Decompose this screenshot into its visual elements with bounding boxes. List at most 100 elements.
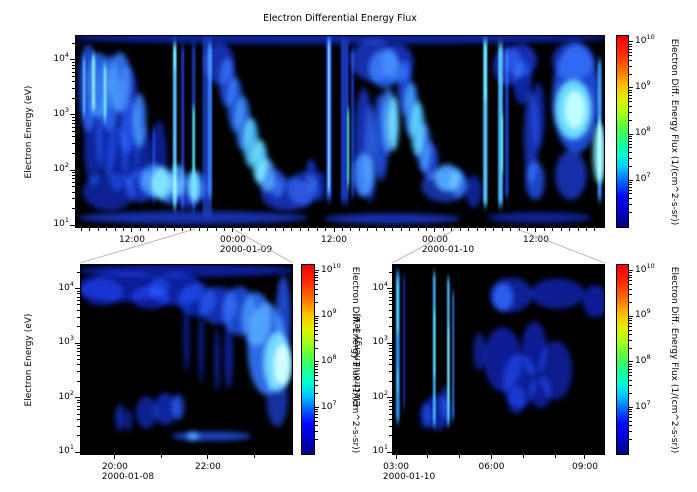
y-minor-tick xyxy=(77,290,80,292)
y-minor-tick xyxy=(77,402,80,404)
y-minor-tick xyxy=(77,326,80,328)
x-tick-label: 12:00 xyxy=(523,235,549,245)
x-minor-tick xyxy=(257,228,259,231)
y-major-tick xyxy=(387,288,392,290)
y-minor-tick xyxy=(77,300,80,302)
y-major-tick xyxy=(75,451,80,453)
x-minor-tick xyxy=(427,455,429,458)
flux-blob xyxy=(135,396,158,429)
flux-blob xyxy=(525,161,545,200)
colorbar-minor-tick xyxy=(629,89,632,91)
spectrogram-zoom-jan10-morning xyxy=(395,272,604,430)
y-tick-label: 104 xyxy=(372,279,388,293)
y-tick-label: 102 xyxy=(58,388,74,402)
y-major-tick xyxy=(75,288,80,290)
x-minor-tick xyxy=(139,228,141,231)
colorbar-major-tick xyxy=(315,270,319,272)
colorbar-minor-tick xyxy=(629,411,632,413)
colorbar-minor-tick xyxy=(629,140,632,142)
y-tick-label: 102 xyxy=(372,388,388,402)
y-minor-tick xyxy=(77,354,80,356)
colorbar-minor-tick xyxy=(629,193,632,195)
y-minor-tick xyxy=(77,435,80,437)
flux-blob xyxy=(172,394,185,420)
flux-stripe xyxy=(403,275,405,409)
colorbar-minor-tick xyxy=(629,430,632,432)
x-major-tick xyxy=(584,455,586,459)
colorbar-minor-tick xyxy=(315,430,318,432)
colorbar-minor-tick xyxy=(629,272,632,274)
colorbar-minor-tick xyxy=(629,181,632,183)
colorbar-minor-tick xyxy=(629,322,632,324)
x-minor-tick xyxy=(160,455,162,458)
colorbar-minor-tick xyxy=(315,363,318,365)
y-minor-tick xyxy=(77,351,80,353)
colorbar-minor-tick xyxy=(315,288,318,290)
colorbar-minor-tick xyxy=(629,186,632,188)
colorbar-minor-tick xyxy=(315,302,318,304)
y-minor-tick xyxy=(389,293,392,295)
x-tick-label: 00:00 xyxy=(220,235,246,245)
y-minor-tick xyxy=(77,371,80,373)
y-minor-tick xyxy=(72,67,75,69)
colorbar-major-tick xyxy=(629,41,633,43)
y-minor-tick xyxy=(77,304,80,306)
flux-blob xyxy=(115,404,125,432)
colorbar-minor-tick xyxy=(629,365,632,367)
y-minor-tick xyxy=(389,304,392,306)
colorbar-tick-label: 1010 xyxy=(635,32,655,46)
colorbar-minor-tick xyxy=(629,425,632,427)
y-minor-tick xyxy=(72,81,75,83)
colorbar-minor-tick xyxy=(315,379,318,381)
colorbar-minor-tick xyxy=(315,326,318,328)
y-minor-tick xyxy=(389,371,392,373)
colorbar-minor-tick xyxy=(629,203,632,205)
y-minor-tick xyxy=(389,399,392,401)
x-minor-tick xyxy=(190,228,192,231)
x-minor-tick xyxy=(299,228,301,231)
flux-stripe xyxy=(207,44,212,198)
flux-blob xyxy=(171,431,252,441)
x-tick-date-label: 2000-01-08 xyxy=(101,472,155,482)
y-minor-tick xyxy=(77,293,80,295)
colorbar-tick-label: 1010 xyxy=(635,261,655,275)
flux-blob xyxy=(450,169,466,198)
flux-blob xyxy=(77,211,309,225)
x-tick-label: 22:00 xyxy=(194,462,221,472)
colorbar-major-tick xyxy=(629,87,633,89)
y-minor-tick xyxy=(389,405,392,407)
flux-blob xyxy=(214,327,220,392)
y-minor-tick xyxy=(77,399,80,401)
x-minor-tick xyxy=(173,228,175,231)
x-minor-tick xyxy=(80,228,82,231)
colorbar-minor-tick xyxy=(315,365,318,367)
x-minor-tick xyxy=(341,228,343,231)
flux-blob xyxy=(473,332,486,371)
colorbar-minor-tick xyxy=(629,59,632,61)
colorbar-tick-label: 1010 xyxy=(321,261,341,275)
flux-blob xyxy=(530,375,552,409)
flux-blob xyxy=(552,41,595,80)
colorbar-minor-tick xyxy=(315,294,318,296)
x-tick-label: 00:00 xyxy=(422,235,448,245)
flux-blob xyxy=(388,95,399,151)
y-minor-tick xyxy=(389,309,392,311)
x-minor-tick xyxy=(468,228,470,231)
colorbar-minor-tick xyxy=(629,393,632,395)
x-major-tick xyxy=(333,228,335,232)
y-minor-tick xyxy=(72,198,75,200)
x-minor-tick xyxy=(240,228,242,231)
colorbar-minor-tick xyxy=(629,97,632,99)
y-minor-tick xyxy=(72,181,75,183)
y-minor-tick xyxy=(389,271,392,273)
colorbar-minor-tick xyxy=(315,274,318,276)
flux-blob xyxy=(530,278,585,309)
flux-blob xyxy=(187,169,201,203)
flux-blob xyxy=(82,172,136,211)
flux-blob xyxy=(276,275,291,357)
spectrogram-zoom-jan08-evening xyxy=(81,265,292,441)
colorbar-major-tick xyxy=(315,407,319,409)
x-minor-tick xyxy=(106,228,108,231)
colorbar-minor-tick xyxy=(629,318,632,319)
x-minor-tick xyxy=(400,228,402,231)
